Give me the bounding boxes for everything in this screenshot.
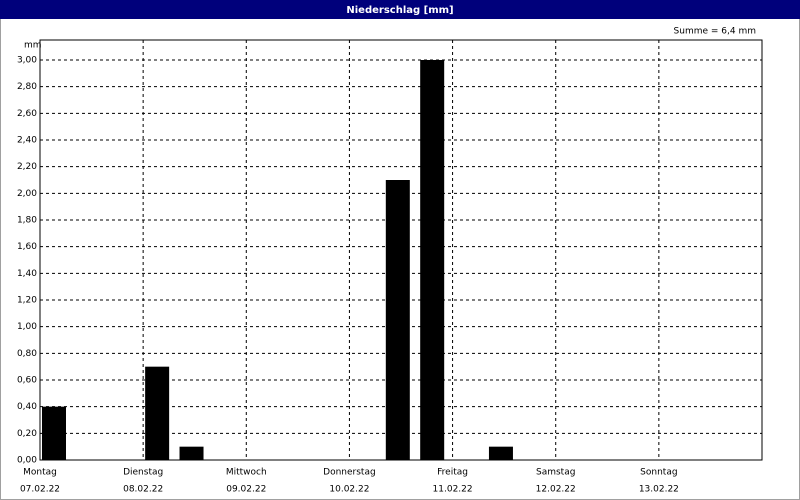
bar <box>385 180 410 460</box>
x-date-label: 10.02.22 <box>329 485 369 495</box>
y-unit: mm <box>24 41 42 51</box>
bar <box>145 366 170 460</box>
x-date-label: 12.02.22 <box>536 485 576 495</box>
y-tick-label: 2,40 <box>17 136 37 146</box>
bar <box>420 60 445 460</box>
y-tick-label: 2,80 <box>17 82 37 92</box>
y-tick-label: 1,20 <box>17 296 37 306</box>
x-tick-label: Montag <box>23 468 57 478</box>
y-tick-label: 1,80 <box>17 216 37 226</box>
bar <box>42 406 66 460</box>
x-date-label: 08.02.22 <box>123 485 163 495</box>
y-tick-label: 0,40 <box>17 402 37 412</box>
x-tick-label: Dienstag <box>123 468 163 478</box>
title-bar <box>0 0 800 19</box>
x-date-label: 09.02.22 <box>226 485 266 495</box>
bar <box>488 446 513 460</box>
y-tick-label: 2,60 <box>17 109 37 119</box>
x-tick-label: Mittwoch <box>226 468 267 478</box>
x-tick-label: Freitag <box>437 468 468 478</box>
y-tick-label: 0,20 <box>17 429 37 439</box>
y-tick-label: 1,40 <box>17 269 37 279</box>
x-date-label: 13.02.22 <box>639 485 679 495</box>
y-tick-label: 0,60 <box>17 376 37 386</box>
y-tick-label: 2,00 <box>17 189 37 199</box>
x-tick-label: Donnerstag <box>323 468 376 478</box>
x-tick-label: Sonntag <box>640 468 677 478</box>
y-tick-label: 1,60 <box>17 242 37 252</box>
y-tick-label: 0,00 <box>17 456 37 466</box>
x-date-label: 07.02.22 <box>20 485 60 495</box>
sum-label: Summe = 6,4 mm <box>674 27 756 37</box>
y-tick-label: 0,80 <box>17 349 37 359</box>
x-tick-label: Samstag <box>536 468 575 478</box>
y-tick-label: 1,00 <box>17 322 37 332</box>
chart-title: Niederschlag [mm] <box>346 5 453 16</box>
bar <box>179 446 204 460</box>
x-date-label: 11.02.22 <box>433 485 473 495</box>
y-tick-label: 3,00 <box>17 56 37 66</box>
y-tick-label: 2,20 <box>17 162 37 172</box>
